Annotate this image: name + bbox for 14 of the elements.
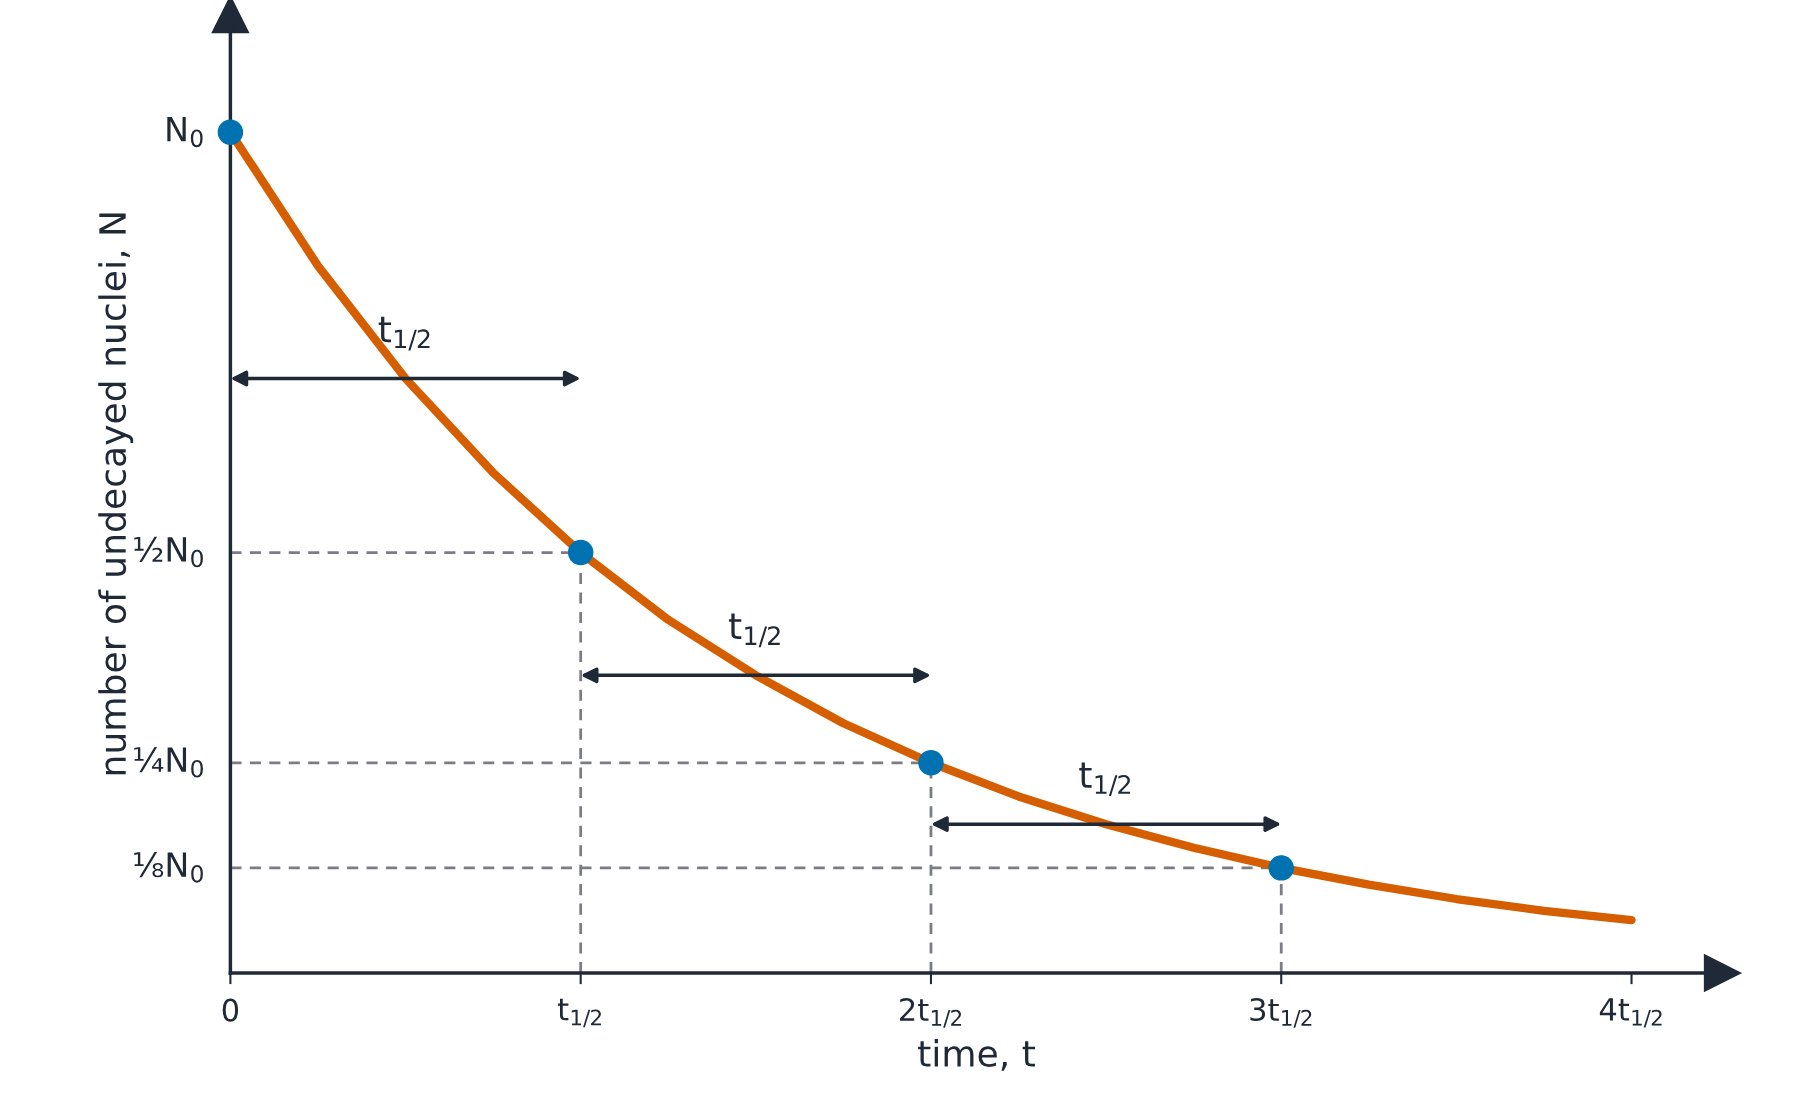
annotation: t$_{1/2}$ [1079,762,1131,797]
x-tick-label: 3t$_{1/2}$ [1250,998,1312,1028]
x-tick-label: 2t$_{1/2}$ [900,998,962,1028]
annotation: ½N$_{0}$ [134,536,203,568]
x-axis-title: time, t [918,1039,1035,1071]
x-tick-label: 0 [222,998,239,1022]
annotation: N$_{0}$ [167,117,203,148]
annotation: ¼N$_{0}$ [134,746,203,778]
x-tick-label: t$_{1/2}$ [557,998,601,1028]
y-axis-title: number of undecayed nuclei, N [98,213,134,775]
annotation: t$_{1/2}$ [378,316,430,351]
annotation: ⅛N$_{0}$ [134,852,203,883]
annotation: t$_{1/2}$ [728,613,780,648]
x-tick-label: 4t$_{1/2}$ [1599,998,1662,1028]
